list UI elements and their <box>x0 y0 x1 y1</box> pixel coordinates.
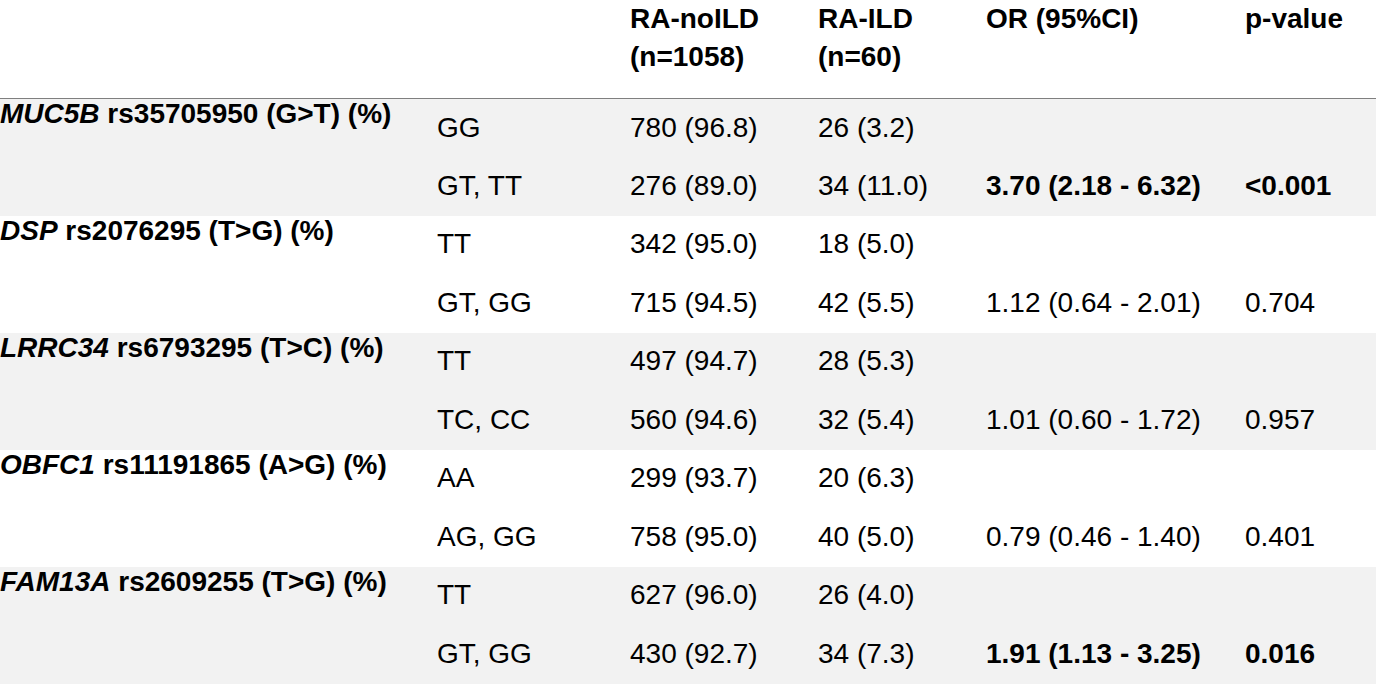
genotype-cell: AA <box>437 450 630 509</box>
gene-name: DSP <box>0 216 58 246</box>
table-row: DSP rs2076295 (T>G) (%) TT 342 (95.0) 18… <box>0 216 1376 275</box>
or-cell: 1.01 (0.60 - 1.72) <box>986 391 1245 450</box>
ra-ild-cell: 32 (5.4) <box>818 391 986 450</box>
header-or: OR (95%CI) <box>986 0 1245 99</box>
gene-variant: rs35705950 (G>T) (%) <box>100 99 392 130</box>
genotype-cell: AG, GG <box>437 508 630 567</box>
ra-noild-cell: 342 (95.0) <box>630 216 818 275</box>
genotype-cell: GT, GG <box>437 274 630 333</box>
or-cell: 1.91 (1.13 - 3.25) <box>986 625 1245 684</box>
gene-name: MUC5B <box>0 99 100 130</box>
gene-label-fam13a: FAM13A rs2609255 (T>G) (%) <box>0 567 437 684</box>
ra-noild-cell: 560 (94.6) <box>630 391 818 450</box>
gene-variant: rs2076295 (T>G) (%) <box>58 216 334 246</box>
or-cell <box>986 99 1245 158</box>
ra-noild-cell: 497 (94.7) <box>630 333 818 392</box>
ra-noild-cell: 299 (93.7) <box>630 450 818 509</box>
gene-label-dsp: DSP rs2076295 (T>G) (%) <box>0 216 437 333</box>
genotype-association-table: RA-noILD (n=1058) RA-ILD (n=60) OR (95%C… <box>0 0 1376 684</box>
p-cell: 0.016 <box>1245 625 1376 684</box>
header-row: RA-noILD (n=1058) RA-ILD (n=60) OR (95%C… <box>0 0 1376 99</box>
group-lrrc34: LRRC34 rs6793295 (T>C) (%) TT 497 (94.7)… <box>0 333 1376 450</box>
genotype-cell: GT, TT <box>437 157 630 216</box>
genotype-cell: TT <box>437 567 630 626</box>
header-or-label: OR (95%CI) <box>986 0 1245 38</box>
ra-ild-cell: 34 (11.0) <box>818 157 986 216</box>
ra-ild-cell: 18 (5.0) <box>818 216 986 275</box>
or-cell: 0.79 (0.46 - 1.40) <box>986 508 1245 567</box>
gene-name: LRRC34 <box>0 333 109 363</box>
header-ra-noild-n: (n=1058) <box>630 38 818 76</box>
gene-variant: rs2609255 (T>G) (%) <box>110 567 386 597</box>
ra-ild-cell: 34 (7.3) <box>818 625 986 684</box>
gene-variant: rs6793295 (T>C) (%) <box>109 333 384 363</box>
p-cell: 0.704 <box>1245 274 1376 333</box>
group-muc5b: MUC5B rs35705950 (G>T) (%) GG 780 (96.8)… <box>0 99 1376 216</box>
ra-noild-cell: 430 (92.7) <box>630 625 818 684</box>
or-cell: 3.70 (2.18 - 6.32) <box>986 157 1245 216</box>
gene-name: OBFC1 <box>0 450 95 480</box>
header-pvalue-label: p-value <box>1245 0 1376 38</box>
or-cell <box>986 216 1245 275</box>
p-cell: <0.001 <box>1245 157 1376 216</box>
or-cell <box>986 450 1245 509</box>
p-cell <box>1245 99 1376 158</box>
gene-label-obfc1: OBFC1 rs11191865 (A>G) (%) <box>0 450 437 567</box>
group-dsp: DSP rs2076295 (T>G) (%) TT 342 (95.0) 18… <box>0 216 1376 333</box>
ra-ild-cell: 28 (5.3) <box>818 333 986 392</box>
gene-variant: rs11191865 (A>G) (%) <box>95 450 387 480</box>
p-cell: 0.401 <box>1245 508 1376 567</box>
genotype-cell: GT, GG <box>437 625 630 684</box>
group-obfc1: OBFC1 rs11191865 (A>G) (%) AA 299 (93.7)… <box>0 450 1376 567</box>
header-genotype-empty <box>437 0 630 99</box>
gene-label-muc5b: MUC5B rs35705950 (G>T) (%) <box>0 99 437 216</box>
p-cell: 0.957 <box>1245 391 1376 450</box>
genotype-cell: TC, CC <box>437 391 630 450</box>
header-gene-empty <box>0 0 437 99</box>
gene-label-lrrc34: LRRC34 rs6793295 (T>C) (%) <box>0 333 437 450</box>
ra-noild-cell: 780 (96.8) <box>630 99 818 158</box>
group-fam13a: FAM13A rs2609255 (T>G) (%) TT 627 (96.0)… <box>0 567 1376 684</box>
genotype-cell: GG <box>437 99 630 158</box>
ra-ild-cell: 20 (6.3) <box>818 450 986 509</box>
p-cell <box>1245 450 1376 509</box>
ra-noild-cell: 715 (94.5) <box>630 274 818 333</box>
ra-ild-cell: 40 (5.0) <box>818 508 986 567</box>
gene-name: FAM13A <box>0 567 110 597</box>
genotype-cell: TT <box>437 216 630 275</box>
ra-ild-cell: 26 (4.0) <box>818 567 986 626</box>
header-ra-ild: RA-ILD (n=60) <box>818 0 986 99</box>
p-cell <box>1245 333 1376 392</box>
ra-noild-cell: 758 (95.0) <box>630 508 818 567</box>
header-ra-noild-label: RA-noILD <box>630 0 818 38</box>
p-cell <box>1245 567 1376 626</box>
ra-noild-cell: 627 (96.0) <box>630 567 818 626</box>
table-row: OBFC1 rs11191865 (A>G) (%) AA 299 (93.7)… <box>0 450 1376 509</box>
p-cell <box>1245 216 1376 275</box>
header-ra-ild-label: RA-ILD <box>818 0 986 38</box>
genotype-cell: TT <box>437 333 630 392</box>
table-row: LRRC34 rs6793295 (T>C) (%) TT 497 (94.7)… <box>0 333 1376 392</box>
ra-ild-cell: 26 (3.2) <box>818 99 986 158</box>
header-pvalue: p-value <box>1245 0 1376 99</box>
or-cell <box>986 567 1245 626</box>
table-row: FAM13A rs2609255 (T>G) (%) TT 627 (96.0)… <box>0 567 1376 626</box>
ra-noild-cell: 276 (89.0) <box>630 157 818 216</box>
or-cell: 1.12 (0.64 - 2.01) <box>986 274 1245 333</box>
ra-ild-cell: 42 (5.5) <box>818 274 986 333</box>
table-row: MUC5B rs35705950 (G>T) (%) GG 780 (96.8)… <box>0 99 1376 158</box>
header-ra-noild: RA-noILD (n=1058) <box>630 0 818 99</box>
or-cell <box>986 333 1245 392</box>
header-ra-ild-n: (n=60) <box>818 38 986 76</box>
